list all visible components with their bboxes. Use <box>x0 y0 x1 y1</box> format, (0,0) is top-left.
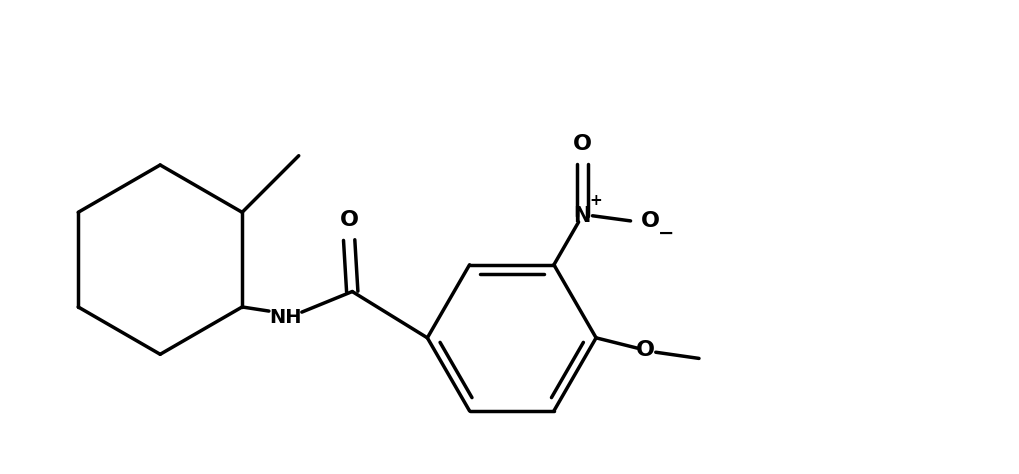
Text: N: N <box>573 206 590 226</box>
Text: −: − <box>657 224 675 243</box>
Text: O: O <box>572 134 591 154</box>
Text: O: O <box>636 340 654 360</box>
Text: +: + <box>589 193 601 208</box>
Text: O: O <box>640 211 659 231</box>
Text: NH: NH <box>269 308 302 327</box>
Text: O: O <box>339 210 359 230</box>
